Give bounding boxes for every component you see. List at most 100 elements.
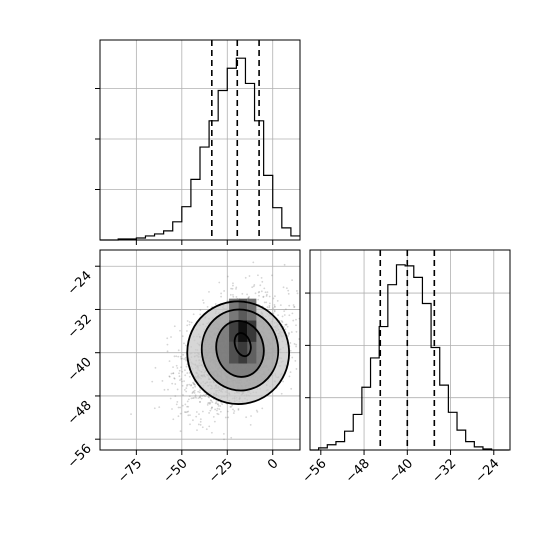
x-tick-label: −24 <box>473 456 503 486</box>
scatter-point <box>285 323 288 326</box>
scatter-point <box>232 408 234 411</box>
scatter-point <box>291 356 294 359</box>
scatter-point <box>208 425 211 428</box>
scatter-point <box>288 314 291 317</box>
scatter-point <box>188 321 191 323</box>
scatter-point <box>178 375 181 378</box>
scatter-point <box>268 306 271 309</box>
scatter-point <box>183 380 185 383</box>
scatter-point <box>294 360 297 362</box>
scatter-point <box>248 275 251 277</box>
scatter-point <box>197 390 200 393</box>
scatter-point <box>184 369 186 372</box>
scatter-point <box>189 423 191 426</box>
scatter-point <box>232 284 234 287</box>
scatter-point <box>190 397 193 400</box>
contour-line <box>200 308 280 392</box>
scatter-point <box>212 415 215 418</box>
scatter-point <box>288 375 291 378</box>
scatter-point <box>188 375 191 378</box>
scatter-point <box>224 416 227 419</box>
scatter-point <box>211 406 213 409</box>
scatter-point <box>177 349 180 352</box>
scatter-point <box>293 343 296 345</box>
scatter-point <box>280 320 283 322</box>
scatter-point <box>292 319 295 322</box>
scatter-point <box>186 405 189 408</box>
scatter-point <box>192 381 194 384</box>
scatter-point <box>244 276 247 279</box>
scatter-point <box>175 364 178 367</box>
contour-line <box>186 300 291 405</box>
scatter-point <box>229 406 232 408</box>
scatter-point <box>201 426 204 429</box>
scatter-point <box>172 418 175 421</box>
scatter-point <box>252 285 255 288</box>
scatter-point <box>216 403 219 405</box>
scatter-point <box>232 295 235 298</box>
scatter-point <box>173 325 176 328</box>
scatter-point <box>194 394 197 397</box>
scatter-point <box>280 392 283 395</box>
scatter-point <box>192 386 194 389</box>
scatter-point <box>304 347 306 349</box>
scatter-point <box>295 330 298 333</box>
x-tick-label: −50 <box>161 456 191 486</box>
density-cell <box>247 320 257 342</box>
scatter-point <box>291 312 294 315</box>
scatter-point <box>172 366 174 369</box>
scatter-point <box>296 290 298 292</box>
scatter-point <box>271 274 273 277</box>
scatter-point <box>201 410 204 413</box>
scatter-point <box>255 409 258 412</box>
scatter-point <box>178 369 181 372</box>
scatter-point <box>289 349 292 352</box>
scatter-point <box>313 313 315 315</box>
scatter-point <box>218 281 221 284</box>
x-tick-label: −40 <box>386 456 416 486</box>
scatter-point <box>199 418 202 421</box>
scatter-point <box>186 383 189 386</box>
scatter-point <box>183 358 186 360</box>
scatter-point <box>214 303 217 305</box>
scatter-point <box>174 383 177 385</box>
scatter-point <box>258 294 260 297</box>
scatter-point <box>154 366 157 369</box>
scatter-point <box>301 305 303 307</box>
scatter-point <box>263 301 266 304</box>
scatter-point <box>197 423 200 426</box>
scatter-point <box>249 423 252 426</box>
scatter-point <box>205 393 207 396</box>
scatter-point <box>208 401 211 404</box>
scatter-point <box>273 305 276 308</box>
scatter-point <box>256 410 259 413</box>
scatter-point <box>227 416 230 419</box>
scatter-point <box>266 291 269 293</box>
scatter-point <box>268 302 271 305</box>
scatter-point <box>303 356 305 358</box>
axes-frame <box>99 249 301 451</box>
scatter-point <box>296 292 299 295</box>
scatter-point <box>170 372 173 375</box>
scatter-point <box>283 310 286 313</box>
scatter-point <box>192 382 195 385</box>
scatter-point <box>248 296 250 298</box>
scatter-point <box>181 380 183 383</box>
scatter-point <box>230 436 233 439</box>
scatter-point <box>285 323 288 326</box>
scatter-point <box>216 412 219 415</box>
scatter-point <box>235 296 238 298</box>
scatter-point <box>182 353 185 356</box>
scatter-point <box>292 304 295 306</box>
scatter-point <box>276 299 279 302</box>
scatter-point <box>214 408 217 411</box>
scatter-point <box>185 359 188 362</box>
scatter-point <box>287 334 289 337</box>
scatter-point <box>177 355 180 358</box>
scatter-point <box>266 306 269 309</box>
scatter-point <box>169 397 172 400</box>
scatter-point <box>177 406 180 409</box>
scatter-point <box>168 360 171 363</box>
y-tick-label: −56 <box>65 441 95 471</box>
scatter-point <box>273 306 276 308</box>
